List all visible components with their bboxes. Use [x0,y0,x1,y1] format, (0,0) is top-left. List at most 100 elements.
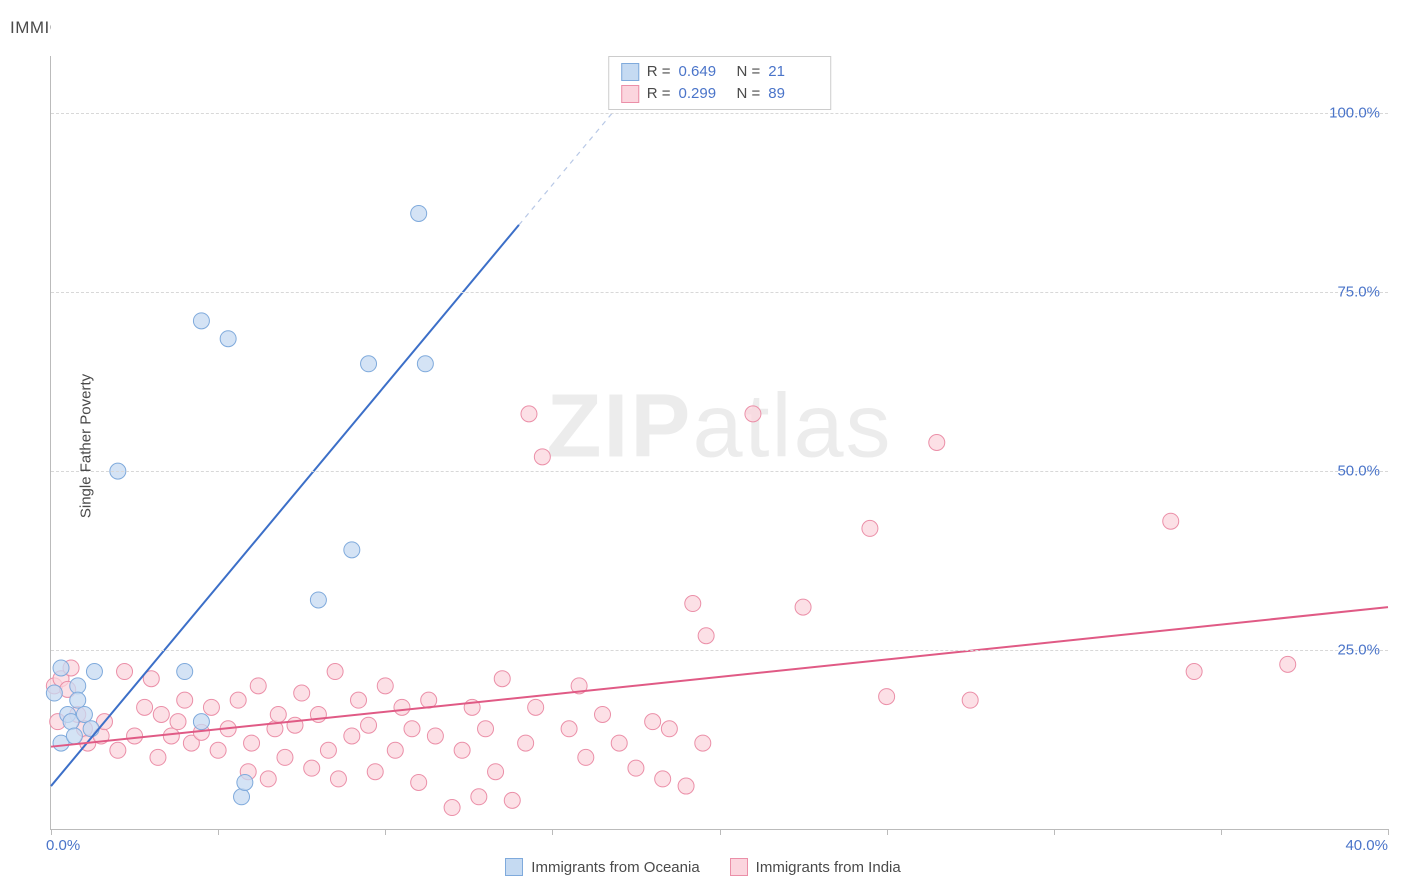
data-point [177,664,193,680]
stats-legend: R = 0.649 N = 21 R = 0.299 N = 89 [608,56,832,110]
data-point [478,721,494,737]
y-tick-label: 100.0% [1329,105,1380,122]
data-point [1163,513,1179,529]
swatch-oceania [621,63,639,81]
data-point [394,699,410,715]
x-tick [887,829,888,835]
legend-swatch-oceania [505,858,523,876]
data-point [330,771,346,787]
data-point [361,356,377,372]
legend-item-oceania: Immigrants from Oceania [505,858,699,876]
data-point [685,596,701,612]
stat-r-label: R = [647,61,671,83]
data-point [427,728,443,744]
data-point [76,706,92,722]
x-tick [51,829,52,835]
data-point [83,721,99,737]
data-point [150,749,166,765]
gridline [51,650,1388,651]
data-point [411,205,427,221]
data-point [344,728,360,744]
data-point [444,800,460,816]
data-point [367,764,383,780]
x-tick [1221,829,1222,835]
stats-row-india: R = 0.299 N = 89 [621,83,819,105]
data-point [70,678,86,694]
data-point [193,714,209,730]
data-point [521,406,537,422]
stat-n-label: N = [737,61,761,83]
data-point [244,735,260,751]
data-point [361,717,377,733]
data-point [250,678,266,694]
data-point [1186,664,1202,680]
data-point [862,520,878,536]
data-point [661,721,677,737]
regression-line [51,607,1388,747]
data-point [137,699,153,715]
x-tick [1054,829,1055,835]
data-point [46,685,62,701]
stat-r-oceania: 0.649 [679,61,729,83]
data-point [237,774,253,790]
data-point [193,313,209,329]
data-point [578,749,594,765]
gridline [51,292,1388,293]
data-point [170,714,186,730]
gridline [51,471,1388,472]
stats-row-oceania: R = 0.649 N = 21 [621,61,819,83]
data-point [611,735,627,751]
data-point [344,542,360,558]
data-point [163,728,179,744]
data-point [695,735,711,751]
data-point [210,742,226,758]
data-point [177,692,193,708]
x-tick [385,829,386,835]
data-point [203,699,219,715]
data-point [1280,656,1296,672]
data-point [351,692,367,708]
x-tick [1388,829,1389,835]
data-point [53,660,69,676]
data-point [86,664,102,680]
data-point [153,706,169,722]
data-point [327,664,343,680]
y-tick-label: 25.0% [1337,642,1380,659]
data-point [655,771,671,787]
data-point [260,771,276,787]
plot-area: ZIPatlas 25.0%50.0%75.0%100.0% R = 0.649… [50,56,1388,830]
regression-line [51,225,519,786]
plot-svg [51,56,1388,829]
data-point [678,778,694,794]
data-point [417,356,433,372]
x-tick [720,829,721,835]
stat-n-oceania: 21 [768,61,818,83]
data-point [70,692,86,708]
data-point [471,789,487,805]
data-point [745,406,761,422]
data-point [879,689,895,705]
data-point [304,760,320,776]
data-point [504,792,520,808]
legend-swatch-india [730,858,748,876]
legend-label-oceania: Immigrants from Oceania [531,859,699,876]
data-point [294,685,310,701]
data-point [270,706,286,722]
data-point [127,728,143,744]
y-tick-label: 50.0% [1337,463,1380,480]
legend-item-india: Immigrants from India [730,858,901,876]
stat-r-label: R = [647,83,671,105]
data-point [230,692,246,708]
data-point [534,449,550,465]
data-point [488,764,504,780]
data-point [66,728,82,744]
data-point [595,706,611,722]
y-tick-label: 75.0% [1337,284,1380,301]
data-point [320,742,336,758]
data-point [528,699,544,715]
data-point [929,435,945,451]
data-point [645,714,661,730]
data-point [494,671,510,687]
bottom-legend: Immigrants from Oceania Immigrants from … [0,858,1406,876]
data-point [454,742,470,758]
